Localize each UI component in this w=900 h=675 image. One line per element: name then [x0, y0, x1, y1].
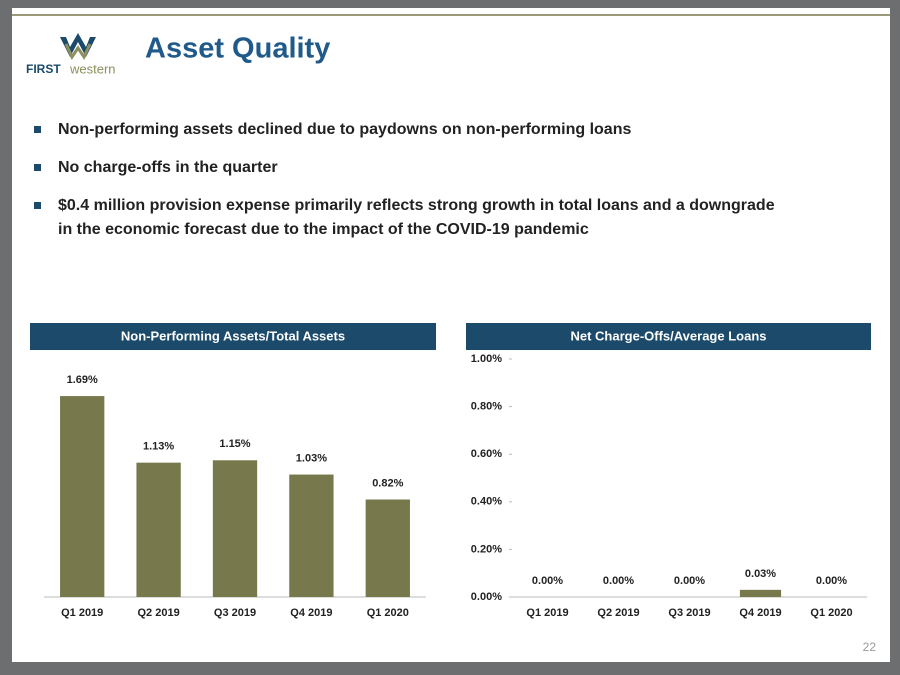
- bullet: Non-performing assets declined due to pa…: [34, 118, 778, 142]
- data-label: 1.69%: [67, 374, 98, 386]
- data-label: 0.03%: [745, 568, 776, 580]
- bullet: No charge-offs in the quarter: [34, 156, 778, 180]
- page-number: 22: [863, 640, 877, 654]
- bar: [136, 462, 181, 597]
- data-label: 1.15%: [219, 438, 250, 450]
- data-label: 0.82%: [372, 477, 403, 489]
- data-label: 1.03%: [296, 452, 327, 464]
- x-tick-label: Q1 2019: [61, 607, 103, 619]
- chart-header: [466, 323, 871, 350]
- data-label: 0.00%: [603, 575, 634, 587]
- y-tick-label: 0.40%: [471, 496, 502, 508]
- bar: [212, 460, 258, 597]
- x-tick-label: Q1 2020: [367, 607, 409, 619]
- y-tick-label: 1.00%: [471, 353, 502, 365]
- chart-title: Non-Performing Assets/Total Assets: [121, 328, 345, 343]
- x-tick-label: Q3 2019: [668, 607, 710, 619]
- data-label: 0.00%: [674, 575, 705, 587]
- bar: [289, 474, 334, 597]
- x-tick-label: Q2 2019: [137, 607, 179, 619]
- bar: [60, 396, 105, 597]
- bar: [365, 499, 410, 597]
- logo-first: FIRST: [26, 62, 61, 76]
- data-label: 0.00%: [532, 575, 563, 587]
- x-tick-label: Q1 2019: [526, 607, 568, 619]
- y-tick-label: 0.20%: [471, 543, 502, 555]
- bullet-list: Non-performing assets declined due to pa…: [34, 118, 778, 256]
- bullet: $0.4 million provision expense primarily…: [34, 194, 778, 242]
- x-tick-label: Q4 2019: [739, 607, 781, 619]
- y-tick-label: 0.80%: [471, 401, 502, 413]
- data-label: 0.00%: [816, 575, 847, 587]
- bar: [739, 589, 782, 597]
- logo-western: western: [69, 61, 116, 76]
- chart-title: Net Charge-Offs/Average Loans: [570, 328, 766, 343]
- y-tick-label: 0.60%: [471, 448, 502, 460]
- slide-title: Asset Quality: [145, 33, 330, 65]
- logo: FIRST western: [26, 33, 116, 76]
- x-tick-label: Q3 2019: [214, 607, 256, 619]
- chart-header: [30, 323, 436, 350]
- x-tick-label: Q2 2019: [597, 607, 639, 619]
- x-tick-label: Q4 2019: [290, 607, 332, 619]
- y-tick-label: 0.00%: [471, 591, 502, 603]
- x-tick-label: Q1 2020: [810, 607, 852, 619]
- data-label: 1.13%: [143, 441, 174, 453]
